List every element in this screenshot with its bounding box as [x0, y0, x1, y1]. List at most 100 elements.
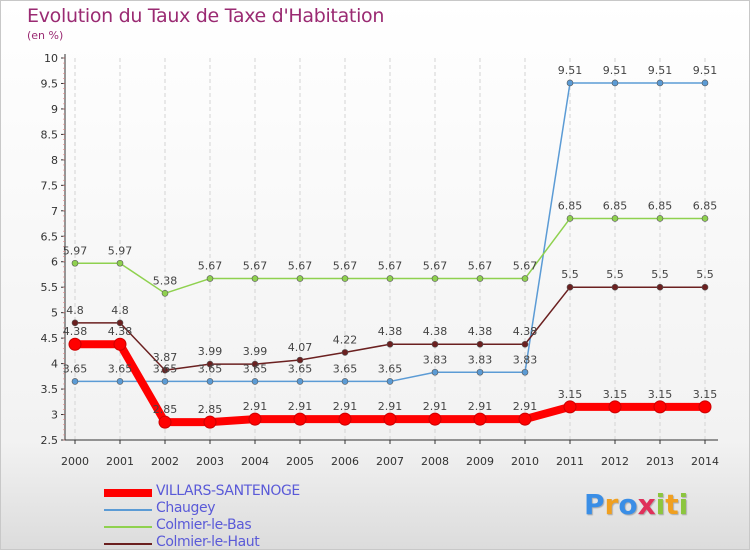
data-point: [428, 412, 442, 426]
y-tick-label: 7.5: [41, 179, 59, 192]
x-tick-label: 2014: [691, 455, 719, 468]
chart-title: Evolution du Taux de Taxe d'Habitation: [27, 5, 385, 27]
data-point: [296, 378, 304, 385]
data-point: [71, 319, 79, 327]
x-tick-label: 2009: [466, 455, 494, 468]
x-tick-label: 2012: [601, 455, 629, 468]
data-point: [113, 337, 127, 351]
legend-swatch: [104, 509, 152, 511]
data-point: [293, 412, 307, 426]
x-tick-label: 2002: [151, 455, 179, 468]
data-point: [386, 275, 394, 282]
x-tick-label: 2000: [61, 455, 89, 468]
legend-label: Colmier-le-Bas: [156, 517, 252, 533]
data-point: [251, 360, 259, 368]
data-point: [476, 368, 484, 376]
data-point: [656, 79, 664, 87]
data-point: [566, 215, 574, 222]
data-label: 4.38: [423, 325, 448, 338]
data-label: 4.8: [66, 304, 84, 317]
data-point: [383, 412, 397, 426]
data-label: 3.65: [153, 362, 178, 375]
data-point: [251, 378, 259, 385]
y-tick-label: 8.5: [41, 128, 59, 141]
data-label: 2.91: [243, 400, 268, 413]
data-point: [341, 349, 349, 356]
data-point: [296, 356, 304, 364]
data-point: [341, 378, 349, 385]
data-point: [386, 340, 394, 348]
data-label: 3.15: [558, 388, 583, 401]
data-point: [116, 378, 124, 385]
data-point: [248, 412, 262, 426]
data-label: 5.67: [243, 260, 268, 273]
data-point: [521, 340, 529, 348]
data-label: 5.67: [423, 260, 448, 273]
data-point: [653, 400, 667, 414]
data-label: 4.38: [513, 325, 538, 338]
data-point: [563, 400, 577, 414]
data-point: [476, 275, 484, 282]
y-tick-label: 6: [51, 256, 58, 269]
data-label: 2.91: [513, 400, 538, 413]
data-point: [701, 283, 709, 291]
logo-letter: t: [665, 488, 679, 521]
data-point: [386, 378, 394, 385]
data-label: 3.83: [423, 353, 448, 366]
data-point: [206, 275, 214, 282]
legend-swatch: [104, 526, 152, 528]
proxiti-logo: Proxiti: [584, 488, 688, 521]
data-label: 5.5: [561, 268, 579, 281]
data-point: [203, 415, 217, 429]
data-label: 5.67: [378, 260, 403, 273]
data-point: [701, 215, 709, 222]
y-tick-label: 8: [51, 154, 58, 167]
legend-label: VILLARS-SANTENOGE: [156, 483, 300, 499]
logo-letter: P: [584, 488, 605, 521]
y-tick-label: 2.5: [41, 434, 59, 447]
logo-letter: x: [637, 488, 656, 521]
data-label: 3.87: [153, 351, 178, 364]
x-tick-label: 2005: [286, 455, 314, 468]
data-label: 3.65: [63, 362, 88, 375]
data-point: [701, 79, 709, 87]
legend-label: Colmier-le-Haut: [156, 534, 260, 550]
x-tick-label: 2010: [511, 455, 539, 468]
data-label: 3.65: [108, 362, 133, 375]
data-label: 3.65: [288, 362, 313, 375]
data-label: 3.65: [198, 362, 223, 375]
data-point: [521, 275, 529, 282]
x-tick-label: 2011: [556, 455, 584, 468]
data-label: 9.51: [693, 64, 718, 77]
data-label: 2.91: [288, 400, 313, 413]
data-label: 3.65: [333, 362, 358, 375]
data-label: 3.15: [693, 388, 718, 401]
data-label: 3.83: [468, 353, 493, 366]
y-tick-label: 4.5: [41, 332, 59, 345]
data-point: [206, 360, 214, 368]
data-label: 3.15: [648, 388, 673, 401]
y-tick-label: 9.5: [41, 77, 59, 90]
data-point: [611, 283, 619, 291]
data-label: 3.99: [243, 345, 268, 358]
data-point: [473, 412, 487, 426]
data-point: [656, 283, 664, 291]
data-label: 9.51: [558, 64, 583, 77]
data-label: 2.85: [198, 403, 223, 416]
data-label: 2.91: [333, 400, 358, 413]
data-label: 5.5: [606, 268, 624, 281]
data-point: [476, 340, 484, 348]
x-tick-label: 2006: [331, 455, 359, 468]
y-tick-label: 4: [51, 358, 58, 371]
data-point: [611, 79, 619, 87]
data-point: [518, 412, 532, 426]
y-tick-label: 9: [51, 103, 58, 116]
data-label: 4.07: [288, 341, 313, 354]
data-label: 6.85: [558, 199, 583, 212]
legend-label: Chaugey: [156, 500, 216, 516]
data-label: 4.8: [111, 304, 129, 317]
data-point: [566, 79, 574, 87]
data-label: 3.65: [378, 362, 403, 375]
data-label: 6.85: [693, 199, 718, 212]
y-tick-label: 5.5: [41, 281, 59, 294]
